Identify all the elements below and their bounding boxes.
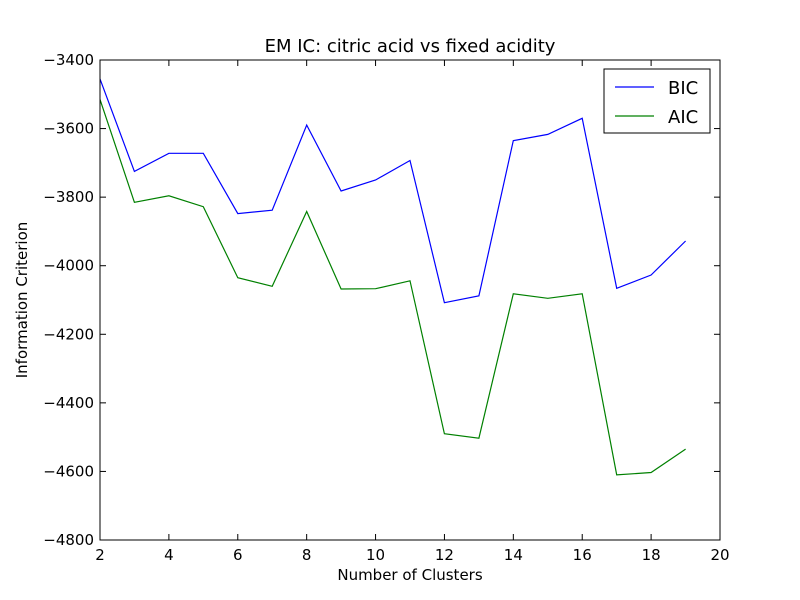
series-line-aic — [99, 99, 686, 476]
y-tick-label: −4800 — [43, 531, 94, 549]
x-tick-label: 8 — [302, 546, 312, 564]
y-tick-label: −4600 — [43, 462, 94, 480]
x-tick-label: 4 — [164, 546, 174, 564]
y-tick-label: −4000 — [43, 257, 94, 275]
series-line-bic — [99, 78, 687, 304]
y-tick-label: −4200 — [43, 325, 94, 343]
y-tick-label: −3400 — [43, 51, 94, 69]
x-tick-label: 14 — [504, 546, 523, 564]
x-tick-label: 10 — [366, 546, 385, 564]
x-tick-label: 18 — [642, 546, 661, 564]
x-axis-label: Number of Clusters — [337, 566, 482, 584]
x-tick-label: 12 — [435, 546, 454, 564]
y-tick-label: −4400 — [43, 394, 94, 412]
x-tick-label: 2 — [95, 546, 105, 564]
legend: BIC AIC — [603, 68, 711, 134]
x-tick-label: 20 — [710, 546, 729, 564]
legend-box — [603, 68, 711, 134]
x-axis: 2 4 6 8 10 12 14 16 18 20 — [95, 60, 730, 564]
y-axis: −4800 −4600 −4400 −4200 −4000 −3800 −3600 −3400 — [43, 51, 720, 549]
x-tick-label: 16 — [573, 546, 592, 564]
chart-title: EM IC: citric acid vs fixed acidity — [265, 36, 556, 57]
y-tick-label: −3800 — [43, 188, 94, 206]
legend-label-bic: BIC — [668, 78, 698, 99]
x-tick-label: 6 — [233, 546, 243, 564]
plot-lines — [99, 78, 687, 476]
legend-label-aic: AIC — [668, 107, 698, 128]
plot-frame — [99, 59, 721, 541]
y-tick-label: −3600 — [43, 120, 94, 138]
y-axis-label: Information Criterion — [13, 222, 31, 379]
